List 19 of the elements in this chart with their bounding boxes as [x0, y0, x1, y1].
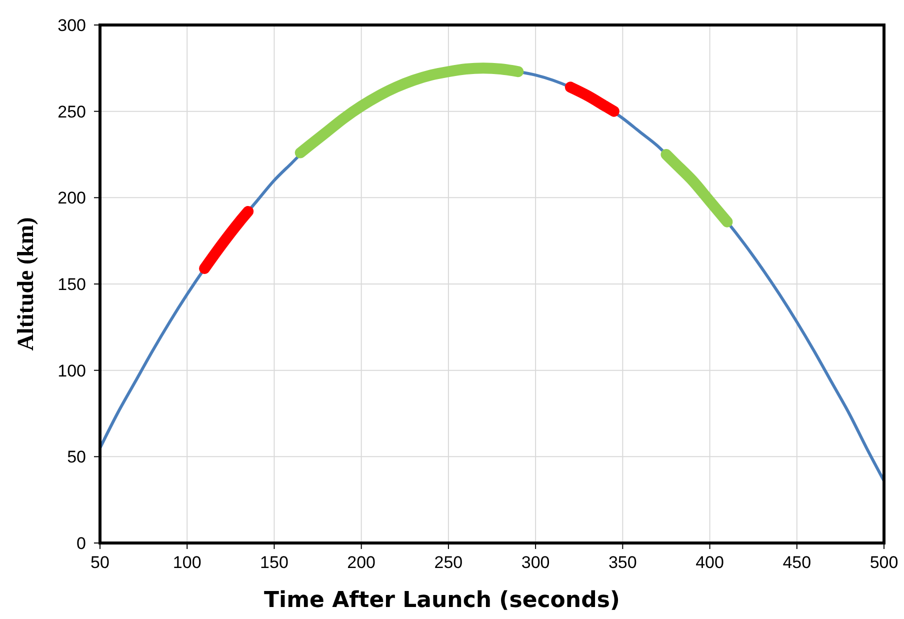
x-tick-label: 250 — [434, 553, 463, 572]
x-tick-label: 300 — [521, 553, 550, 572]
x-tick-label: 400 — [696, 553, 724, 572]
y-tick-label: 300 — [58, 16, 86, 35]
x-tick-label: 150 — [260, 553, 288, 572]
x-tick-label: 450 — [782, 553, 812, 572]
x-tick-label: 500 — [870, 553, 898, 572]
y-tick-label: 50 — [67, 448, 86, 467]
y-axis-title: Altitude (km) — [13, 217, 38, 351]
y-tick-label: 0 — [76, 534, 86, 553]
x-tick-label: 50 — [90, 553, 110, 572]
x-axis-title: Time After Launch (seconds) — [264, 588, 620, 613]
y-tick-label: 250 — [58, 102, 86, 122]
x-tick-label: 100 — [172, 553, 202, 572]
y-tick-label: 150 — [58, 275, 86, 294]
x-tick-label: 200 — [347, 553, 376, 572]
y-tick-label: 100 — [58, 361, 86, 380]
x-tick-label: 350 — [608, 553, 637, 572]
y-tick-label: 200 — [58, 188, 86, 208]
